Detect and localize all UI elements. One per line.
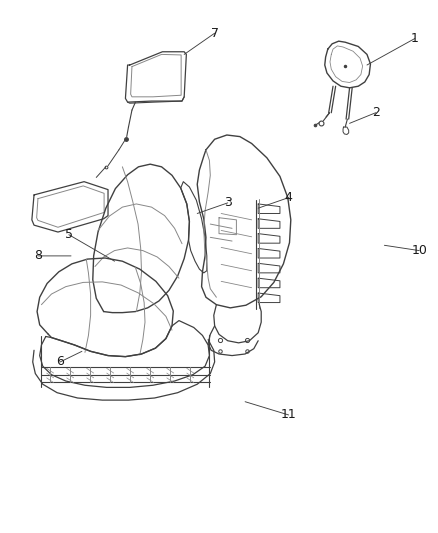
Text: 4: 4	[285, 191, 293, 204]
Text: 3: 3	[224, 196, 232, 209]
Text: 7: 7	[211, 27, 219, 39]
Text: 10: 10	[411, 244, 427, 257]
Text: 5: 5	[65, 228, 73, 241]
Text: 2: 2	[372, 106, 380, 119]
Text: 1: 1	[411, 32, 419, 45]
Text: 11: 11	[281, 408, 297, 422]
Text: 6: 6	[56, 356, 64, 368]
Text: 8: 8	[34, 249, 42, 262]
